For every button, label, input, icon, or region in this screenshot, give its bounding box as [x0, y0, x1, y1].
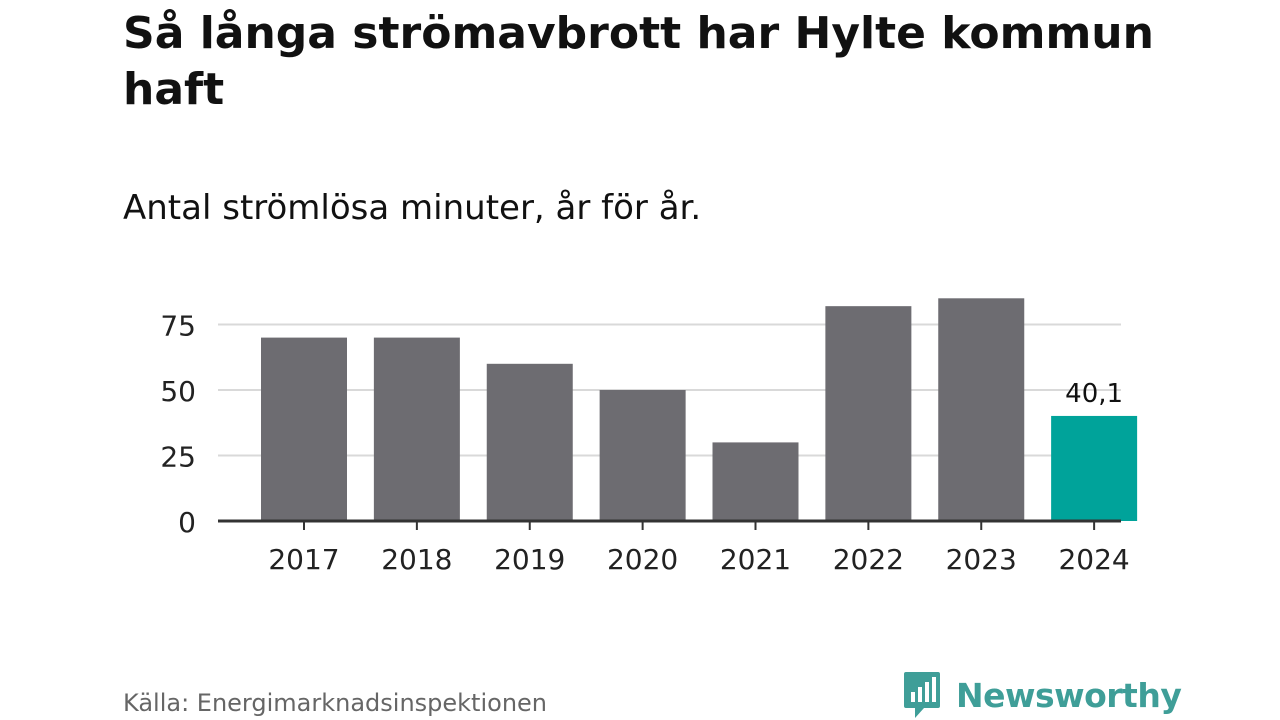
bar-2021 [712, 442, 799, 521]
newsworthy-logo: Newsworthy [902, 670, 1182, 720]
chart-title: Så långa strömavbrott har Hylte kommun h… [123, 8, 1154, 115]
y-tick-label-75: 75 [160, 310, 196, 343]
bars [261, 298, 1138, 521]
x-tick-label-2017: 2017 [268, 543, 339, 576]
x-tick-label-2021: 2021 [720, 543, 791, 576]
bar-2023 [938, 298, 1025, 521]
bar-2017 [261, 337, 347, 521]
y-tick-label-0: 0 [178, 506, 196, 539]
bar-2020 [599, 390, 686, 521]
bar-2018 [373, 337, 460, 521]
x-tick-label-2019: 2019 [494, 543, 565, 576]
x-tick-label-2024: 2024 [1058, 543, 1129, 576]
axes [218, 519, 1121, 530]
x-tick-label-2023: 2023 [946, 543, 1017, 576]
y-tick-label-50: 50 [160, 375, 196, 408]
source-note: Källa: Energimarknadsinspektionen [123, 689, 548, 717]
bar-2024 [1051, 415, 1138, 521]
newsworthy-logo-text: Newsworthy [956, 675, 1182, 715]
bar-2022 [825, 306, 912, 521]
x-tick-label-2022: 2022 [833, 543, 904, 576]
newsworthy-logo-icon [904, 672, 940, 718]
bar-2019 [486, 363, 573, 521]
bar-chart: 0 25 50 75 2017 2018 2019 2020 2021 2022 2023 2024 4… [160, 298, 1138, 577]
labels: 0 25 50 75 2017 2018 2019 2020 2021 2022 2023 2024 4… [160, 310, 1129, 577]
data-label-2024: 40,1 [1065, 379, 1123, 409]
x-tick-label-2018: 2018 [381, 543, 452, 576]
y-tick-label-25: 25 [160, 441, 196, 474]
x-tick-label-2020: 2020 [607, 543, 678, 576]
chart-subtitle: Antal strömlösa minuter, år för år. [123, 188, 702, 228]
